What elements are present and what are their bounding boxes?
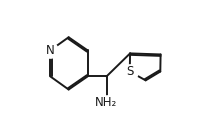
Text: S: S [126,65,134,78]
Text: N: N [46,44,55,57]
Text: NH₂: NH₂ [95,96,118,109]
